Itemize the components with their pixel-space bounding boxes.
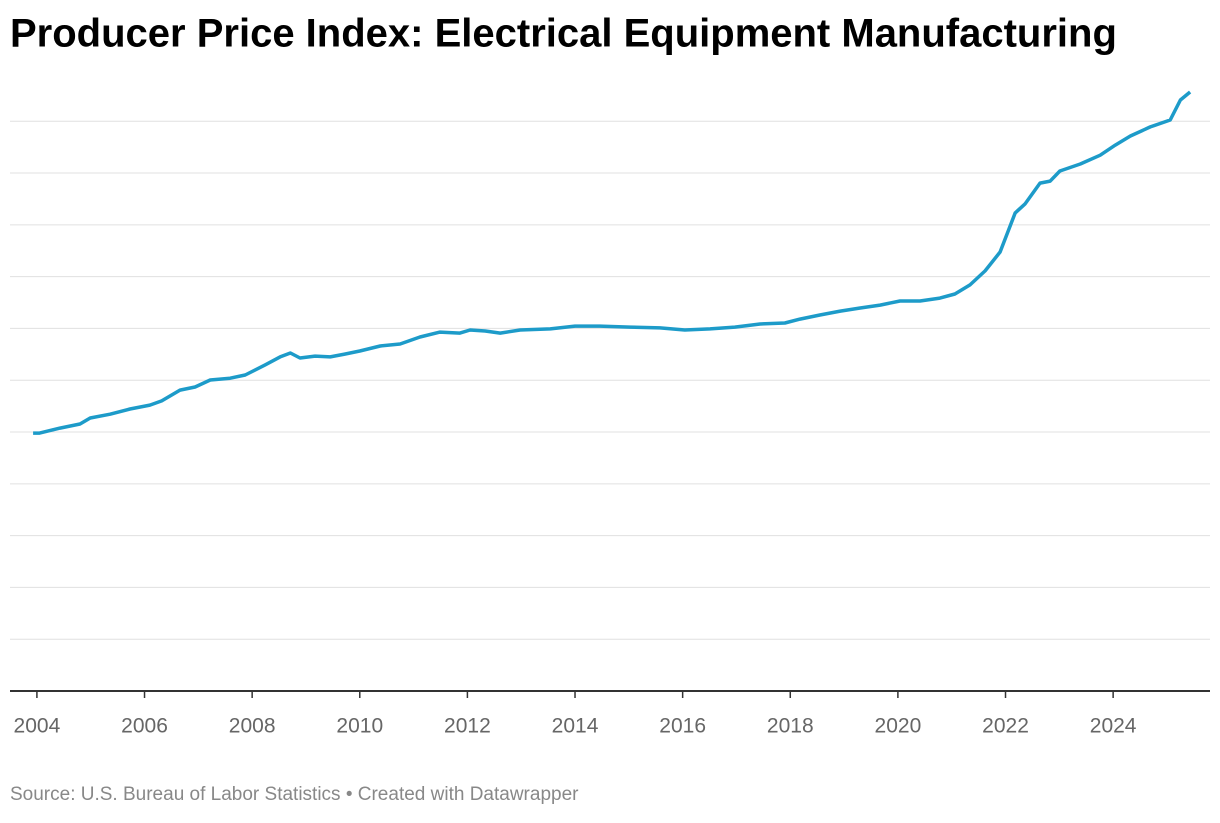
chart-title: Producer Price Index: Electrical Equipme… bbox=[10, 12, 1117, 56]
x-tick-label: 2010 bbox=[336, 715, 383, 738]
x-tick-label: 2024 bbox=[1090, 715, 1137, 738]
x-tick-label: 2012 bbox=[444, 715, 491, 738]
x-tick-label: 2014 bbox=[552, 715, 599, 738]
x-tick-label: 2006 bbox=[121, 715, 168, 738]
x-tick-label: 2016 bbox=[659, 715, 706, 738]
source-note: Source: U.S. Bureau of Labor Statistics … bbox=[10, 784, 579, 805]
x-tick-label: 2008 bbox=[229, 715, 276, 738]
x-tick-label: 2020 bbox=[875, 715, 922, 738]
x-tick-label: 2022 bbox=[982, 715, 1029, 738]
data-line bbox=[33, 90, 1192, 435]
x-tick-label: 2018 bbox=[767, 715, 814, 738]
x-tick-label: 2004 bbox=[14, 715, 61, 738]
